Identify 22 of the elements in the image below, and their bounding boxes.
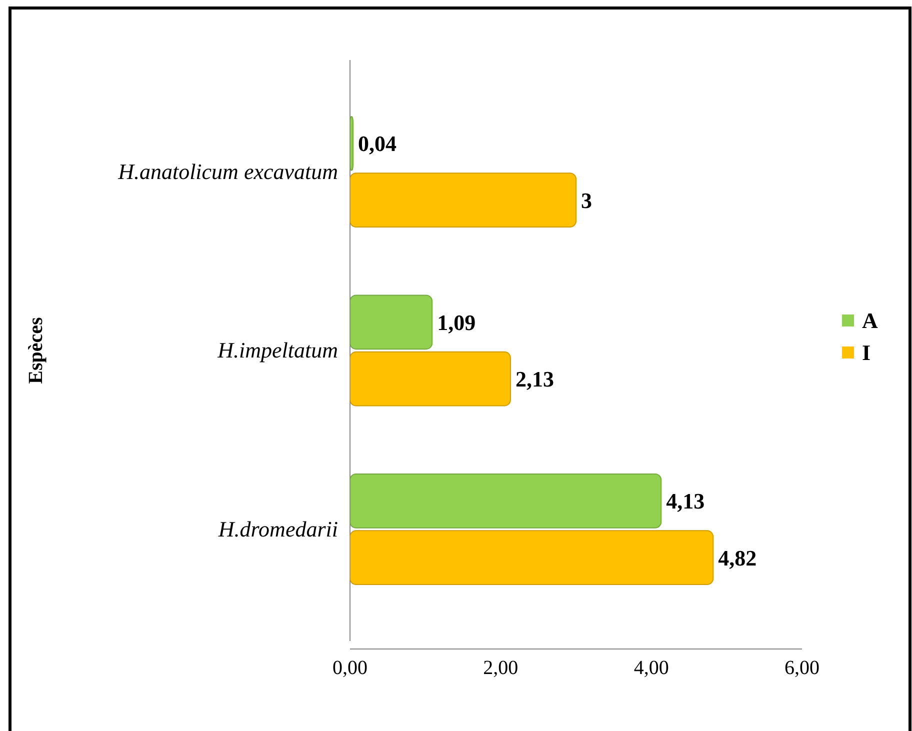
y-tick-label: H.dromedarii — [217, 516, 338, 542]
bar — [350, 172, 576, 228]
legend-label: A — [862, 308, 878, 334]
x-tick-label: 0,00 — [332, 657, 368, 679]
data-label: 1,09 — [437, 310, 476, 335]
bar — [350, 474, 662, 528]
legend-label: I — [862, 340, 871, 366]
x-tick-label: 4,00 — [634, 657, 669, 679]
bar — [350, 351, 511, 406]
data-label: 3 — [581, 188, 592, 213]
y-axis-title: Espèces — [25, 316, 47, 384]
x-tick-label: 2,00 — [483, 657, 518, 679]
y-tick-label: H.impeltatum — [216, 338, 338, 363]
bar — [350, 530, 714, 586]
bar — [350, 294, 433, 350]
x-tick-label: 6,00 — [784, 657, 820, 679]
data-label: 4,82 — [718, 545, 757, 570]
data-label: 4,13 — [666, 488, 705, 514]
bar — [350, 116, 354, 171]
data-label: 2,13 — [515, 366, 554, 392]
y-tick-label: H.anatolicum excavatum — [117, 158, 338, 184]
data-label: 0,04 — [358, 131, 397, 156]
